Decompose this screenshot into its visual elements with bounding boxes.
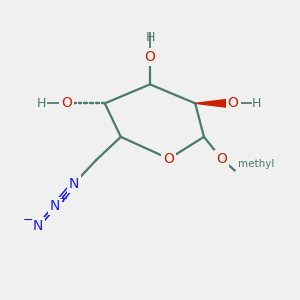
Text: −: −	[23, 214, 34, 226]
Text: O: O	[61, 96, 72, 110]
Text: H: H	[252, 97, 262, 110]
Text: N: N	[69, 176, 80, 190]
Text: H: H	[145, 31, 155, 44]
Text: O: O	[164, 152, 174, 166]
Text: +: +	[59, 194, 69, 204]
Polygon shape	[195, 99, 233, 108]
Text: H: H	[37, 97, 46, 110]
Text: N: N	[50, 199, 60, 213]
Text: O: O	[145, 50, 155, 64]
Text: methyl: methyl	[236, 172, 241, 173]
Text: O: O	[216, 152, 227, 166]
Text: O: O	[228, 96, 238, 110]
Text: methyl: methyl	[236, 168, 241, 169]
Text: methyl: methyl	[238, 159, 274, 169]
Text: methyl: methyl	[236, 167, 241, 168]
Text: N: N	[32, 219, 43, 233]
Text: methyl: methyl	[236, 172, 241, 173]
